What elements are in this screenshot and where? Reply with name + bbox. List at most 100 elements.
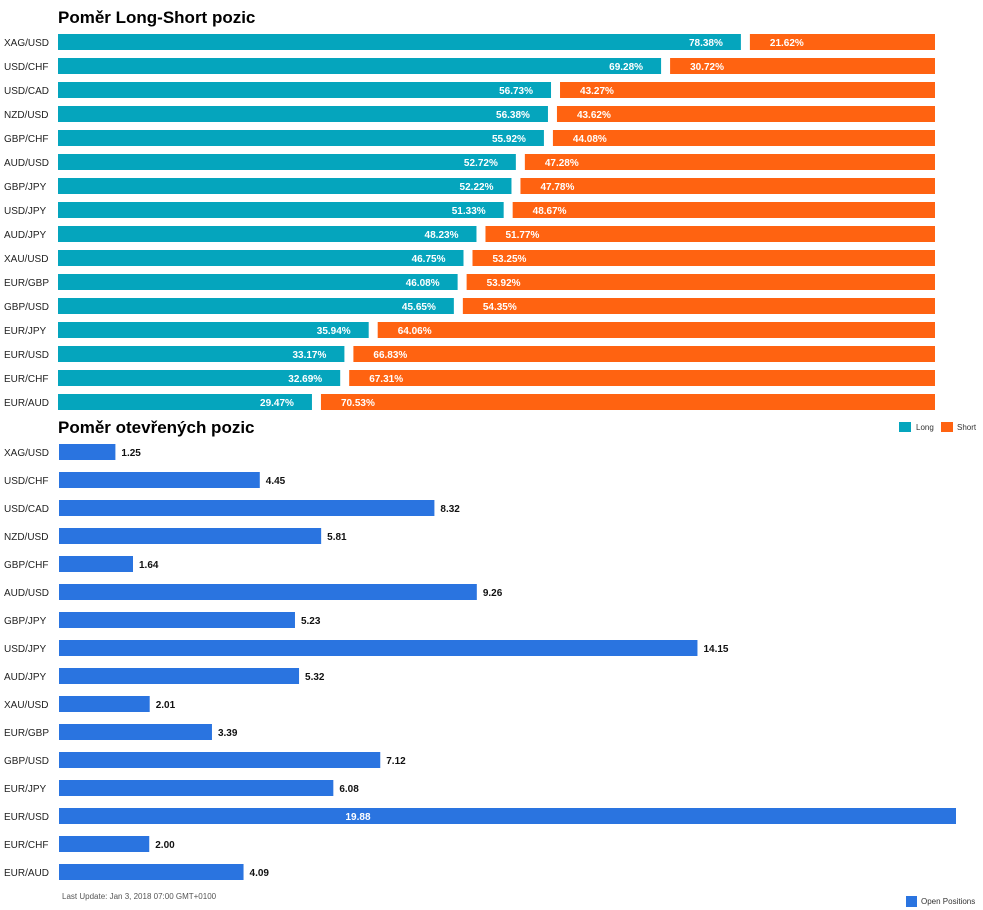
short-value-label-eur-gbp: 53.92% bbox=[487, 278, 521, 289]
ls-category-label-aud-usd: AUD/USD bbox=[4, 158, 49, 169]
short-value-label-gbp-usd: 54.35% bbox=[483, 302, 517, 313]
open-positions-value-label-xau-usd: 2.01 bbox=[156, 700, 176, 711]
short-value-label-xau-usd: 53.25% bbox=[492, 254, 526, 265]
open-positions-value-label-aud-usd: 9.26 bbox=[483, 588, 503, 599]
short-value-label-aud-usd: 47.28% bbox=[545, 158, 579, 169]
open-positions-value-label-usd-chf: 4.45 bbox=[266, 476, 286, 487]
ls-category-label-usd-jpy: USD/JPY bbox=[4, 206, 47, 217]
long-short-chart: XAG/USD 78.38% 21.62% USD/CHF 69.28% 30.72% US… bbox=[4, 34, 936, 410]
ls-category-label-aud-jpy: AUD/JPY bbox=[4, 230, 47, 241]
open-positions-chart: XAG/USD 1.25 USD/CHF 4.45 USD/CAD 8.32 NZD/USD… bbox=[4, 444, 956, 880]
ls-category-label-eur-aud: EUR/AUD bbox=[4, 398, 49, 409]
op-category-label-gbp-usd: GBP/USD bbox=[4, 756, 49, 767]
op-category-label-eur-gbp: EUR/GBP bbox=[4, 728, 49, 739]
long-value-label-xau-usd: 46.75% bbox=[412, 254, 446, 265]
open-positions-value-label-usd-cad: 8.32 bbox=[440, 504, 460, 515]
legend-label-long: Long bbox=[916, 423, 934, 432]
short-value-label-gbp-chf: 44.08% bbox=[573, 134, 607, 145]
long-bar-aud-usd bbox=[58, 154, 516, 170]
ls-category-label-eur-chf: EUR/CHF bbox=[4, 374, 48, 385]
long-value-label-aud-usd: 52.72% bbox=[464, 158, 498, 169]
open-positions-bar-aud-jpy bbox=[59, 668, 300, 684]
ls-category-label-xau-usd: XAU/USD bbox=[4, 254, 48, 265]
op-category-label-aud-jpy: AUD/JPY bbox=[4, 672, 47, 683]
long-short-legend: Long Short bbox=[899, 422, 977, 432]
short-bar-aud-usd bbox=[524, 154, 935, 170]
short-value-label-nzd-usd: 43.62% bbox=[577, 110, 611, 121]
ls-category-label-nzd-usd: NZD/USD bbox=[4, 110, 48, 121]
open-positions-value-label-nzd-usd: 5.81 bbox=[327, 532, 347, 543]
short-bar-aud-jpy bbox=[485, 226, 935, 242]
open-positions-bar-nzd-usd bbox=[59, 528, 322, 544]
op-category-label-usd-cad: USD/CAD bbox=[4, 504, 49, 515]
short-bar-usd-chf bbox=[670, 58, 935, 74]
short-value-label-eur-aud: 70.53% bbox=[341, 398, 375, 409]
legend-label-short: Short bbox=[957, 423, 977, 432]
ls-category-label-xag-usd: XAG/USD bbox=[4, 38, 49, 49]
short-bar-eur-chf bbox=[349, 370, 936, 386]
open-positions-bar-aud-usd bbox=[59, 584, 477, 600]
open-positions-bar-usd-chf bbox=[59, 472, 260, 488]
ls-category-label-usd-chf: USD/CHF bbox=[4, 62, 48, 73]
legend-swatch-long bbox=[899, 422, 911, 432]
open-positions-bar-eur-usd bbox=[59, 808, 956, 824]
short-bar-gbp-jpy bbox=[520, 178, 935, 194]
long-bar-usd-chf bbox=[58, 58, 662, 74]
ls-category-label-eur-usd: EUR/USD bbox=[4, 350, 49, 361]
open-positions-value-label-eur-gbp: 3.39 bbox=[218, 728, 238, 739]
legend-label-open-positions: Open Positions bbox=[921, 897, 975, 906]
op-category-label-gbp-chf: GBP/CHF bbox=[4, 560, 48, 571]
long-value-label-gbp-jpy: 52.22% bbox=[460, 182, 494, 193]
open-positions-value-label-gbp-jpy: 5.23 bbox=[301, 616, 321, 627]
short-bar-xau-usd bbox=[472, 250, 935, 266]
long-value-label-nzd-usd: 56.38% bbox=[496, 110, 530, 121]
short-bar-usd-jpy bbox=[512, 202, 935, 218]
short-bar-nzd-usd bbox=[556, 106, 935, 122]
short-value-label-usd-chf: 30.72% bbox=[690, 62, 724, 73]
op-category-label-nzd-usd: NZD/USD bbox=[4, 532, 48, 543]
short-value-label-xag-usd: 21.62% bbox=[770, 38, 804, 49]
open-positions-bar-eur-gbp bbox=[59, 724, 212, 740]
ls-category-label-usd-cad: USD/CAD bbox=[4, 86, 49, 97]
open-positions-bar-eur-aud bbox=[59, 864, 244, 880]
ls-category-label-gbp-usd: GBP/USD bbox=[4, 302, 49, 313]
open-positions-legend: Open Positions bbox=[906, 896, 975, 907]
long-bar-usd-jpy bbox=[58, 202, 504, 218]
long-value-label-xag-usd: 78.38% bbox=[689, 38, 723, 49]
open-positions-value-label-xag-usd: 1.25 bbox=[121, 448, 141, 459]
legend-swatch-short bbox=[941, 422, 953, 432]
short-value-label-aud-jpy: 51.77% bbox=[505, 230, 539, 241]
open-positions-bar-usd-cad bbox=[59, 500, 435, 516]
long-bar-eur-jpy bbox=[58, 322, 369, 338]
ls-category-label-eur-jpy: EUR/JPY bbox=[4, 326, 47, 337]
op-category-label-eur-chf: EUR/CHF bbox=[4, 840, 48, 851]
long-bar-eur-usd bbox=[58, 346, 345, 362]
open-positions-bar-xau-usd bbox=[59, 696, 150, 712]
long-value-label-aud-jpy: 48.23% bbox=[425, 230, 459, 241]
op-category-label-xag-usd: XAG/USD bbox=[4, 448, 49, 459]
open-positions-bar-gbp-usd bbox=[59, 752, 381, 768]
short-bar-gbp-usd bbox=[462, 298, 935, 314]
ls-category-label-eur-gbp: EUR/GBP bbox=[4, 278, 49, 289]
short-bar-eur-gbp bbox=[466, 274, 935, 290]
op-category-label-eur-jpy: EUR/JPY bbox=[4, 784, 47, 795]
short-value-label-usd-cad: 43.27% bbox=[580, 86, 614, 97]
open-positions-value-label-eur-jpy: 6.08 bbox=[339, 784, 359, 795]
open-positions-value-label-gbp-usd: 7.12 bbox=[386, 756, 406, 767]
long-short-title: Poměr Long-Short pozic bbox=[58, 8, 255, 27]
short-value-label-eur-jpy: 64.06% bbox=[398, 326, 432, 337]
op-category-label-usd-jpy: USD/JPY bbox=[4, 644, 47, 655]
open-positions-value-label-aud-jpy: 5.32 bbox=[305, 672, 325, 683]
long-value-label-gbp-usd: 45.65% bbox=[402, 302, 436, 313]
long-value-label-usd-chf: 69.28% bbox=[609, 62, 643, 73]
ls-category-label-gbp-jpy: GBP/JPY bbox=[4, 182, 47, 193]
ls-category-label-gbp-chf: GBP/CHF bbox=[4, 134, 48, 145]
long-value-label-usd-jpy: 51.33% bbox=[452, 206, 486, 217]
short-bar-eur-usd bbox=[353, 346, 936, 362]
long-bar-eur-gbp bbox=[58, 274, 458, 290]
long-value-label-eur-jpy: 35.94% bbox=[317, 326, 351, 337]
op-category-label-xau-usd: XAU/USD bbox=[4, 700, 48, 711]
open-positions-value-label-gbp-chf: 1.64 bbox=[139, 560, 159, 571]
open-positions-bar-gbp-jpy bbox=[59, 612, 295, 628]
